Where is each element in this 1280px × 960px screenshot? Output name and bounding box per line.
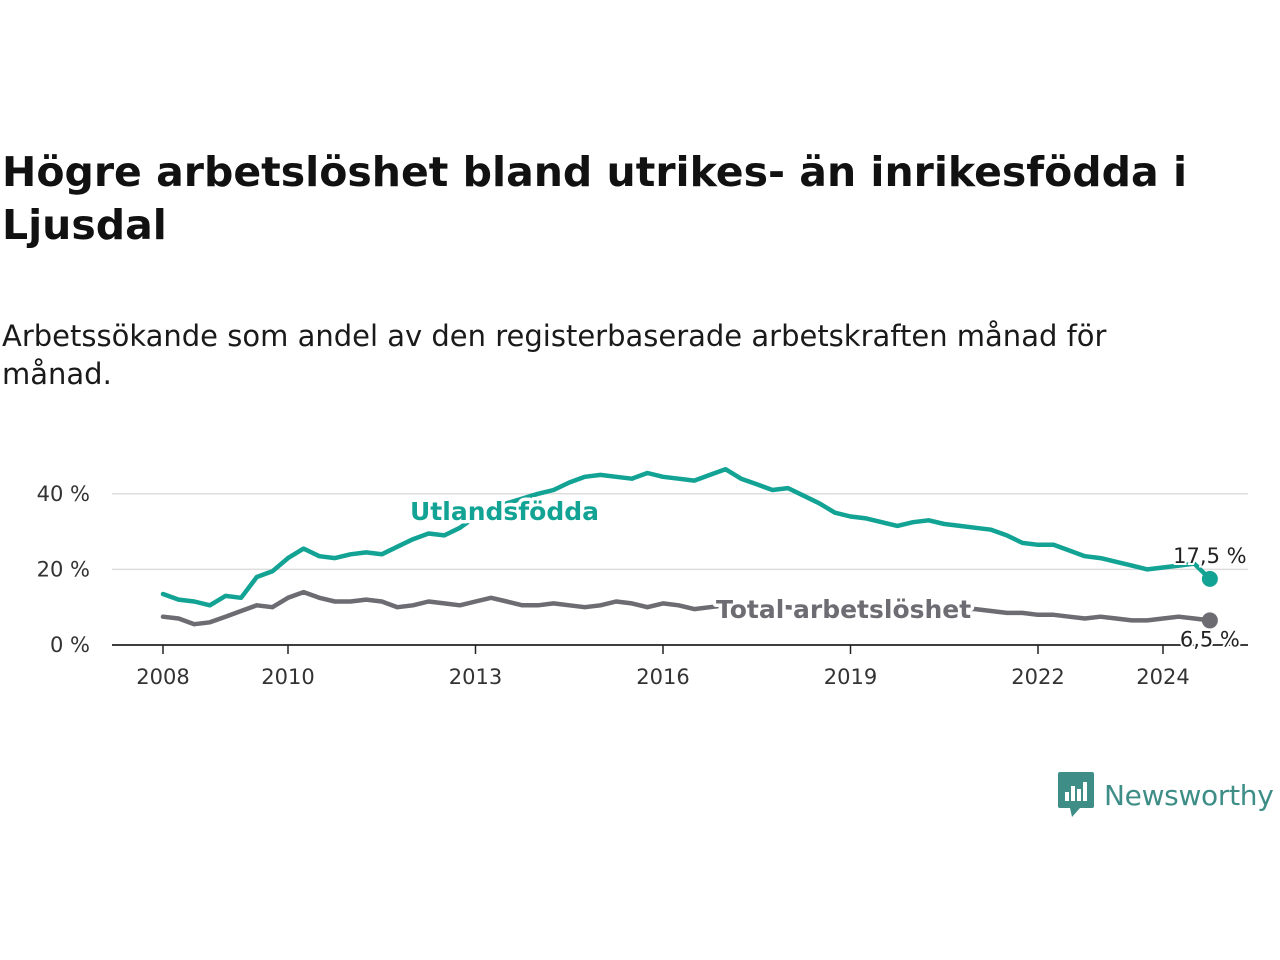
brand-name: Newsworthy — [1104, 778, 1274, 812]
chart-subtitle: Arbetssökande som andel av den registerb… — [2, 319, 1107, 391]
x-tick-label: 2010 — [261, 665, 314, 689]
series-end-label: 6,5 % — [1180, 627, 1240, 651]
series-end-marker — [1201, 570, 1218, 587]
x-tick-label: 2016 — [636, 665, 689, 689]
series-end-label: 17,5 % — [1173, 544, 1246, 568]
newsworthy-brand: Newsworthy — [1058, 772, 1274, 818]
x-tick-label: 2024 — [1136, 665, 1189, 689]
y-tick-label: 20 % — [37, 557, 90, 581]
x-tick-label: 2019 — [824, 665, 877, 689]
series-line — [160, 589, 1213, 627]
series-line — [160, 466, 1213, 608]
series-end-marker — [1201, 612, 1218, 629]
y-tick-label: 40 % — [37, 482, 90, 506]
x-tick-label: 2022 — [1011, 665, 1064, 689]
y-tick-label: 0 % — [50, 633, 90, 657]
series-label: Total arbetslöshet — [716, 595, 971, 624]
x-tick-label: 2008 — [136, 665, 189, 689]
chart-title: Högre arbetslöshet bland utrikes- än inr… — [2, 148, 1187, 249]
series-label: Utlandsfödda — [410, 497, 599, 526]
x-tick-label: 2013 — [449, 665, 502, 689]
line-chart: 0 % 20 % 40 % 2008 2010 2013 2016 2019 2022 2024 1… — [37, 466, 1249, 689]
newsworthy-logo-icon — [1058, 772, 1094, 817]
